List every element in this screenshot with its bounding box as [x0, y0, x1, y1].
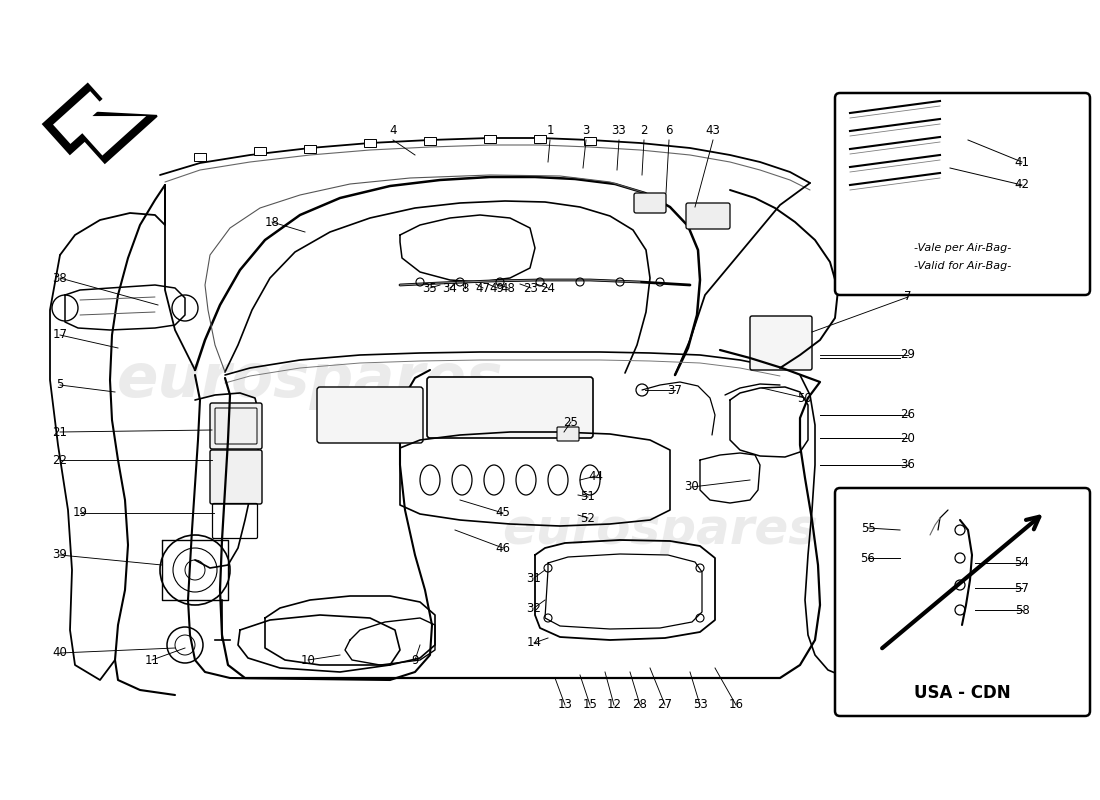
FancyBboxPatch shape — [210, 403, 262, 449]
FancyBboxPatch shape — [210, 450, 262, 504]
Text: 20: 20 — [901, 431, 915, 445]
Text: 18: 18 — [265, 215, 279, 229]
Text: 19: 19 — [73, 506, 88, 519]
Text: 5: 5 — [56, 378, 64, 391]
FancyBboxPatch shape — [317, 387, 424, 443]
Text: 30: 30 — [684, 481, 700, 494]
Text: 8: 8 — [461, 282, 469, 294]
Bar — [364, 139, 376, 147]
Text: 1: 1 — [547, 125, 553, 138]
Text: 49: 49 — [490, 282, 505, 294]
Text: 47: 47 — [475, 282, 491, 294]
Text: 22: 22 — [53, 454, 67, 466]
Text: 11: 11 — [144, 654, 159, 666]
Bar — [424, 137, 436, 145]
Text: 44: 44 — [588, 470, 604, 482]
Text: eurospares: eurospares — [502, 506, 818, 554]
Text: 21: 21 — [53, 426, 67, 438]
Bar — [194, 153, 206, 161]
Text: 55: 55 — [860, 522, 876, 534]
FancyBboxPatch shape — [634, 193, 665, 213]
Text: 56: 56 — [860, 551, 876, 565]
FancyBboxPatch shape — [835, 93, 1090, 295]
Text: 10: 10 — [300, 654, 316, 666]
Text: 38: 38 — [53, 271, 67, 285]
Text: 33: 33 — [612, 125, 626, 138]
Text: 36: 36 — [901, 458, 915, 471]
Text: 58: 58 — [1014, 603, 1030, 617]
Text: 3: 3 — [582, 125, 590, 138]
Text: 16: 16 — [728, 698, 744, 711]
Text: eurospares: eurospares — [117, 350, 504, 410]
Text: 42: 42 — [1014, 178, 1030, 191]
Text: 25: 25 — [563, 415, 579, 429]
Text: 32: 32 — [527, 602, 541, 614]
Text: 31: 31 — [527, 571, 541, 585]
Polygon shape — [53, 91, 146, 155]
Text: 14: 14 — [527, 637, 541, 650]
Text: 13: 13 — [558, 698, 572, 711]
Bar — [584, 137, 596, 145]
Text: 57: 57 — [1014, 582, 1030, 594]
Text: 53: 53 — [693, 698, 707, 711]
Text: -Vale per Air-Bag-: -Vale per Air-Bag- — [914, 243, 1011, 253]
Text: 40: 40 — [53, 646, 67, 659]
Text: 48: 48 — [500, 282, 516, 294]
Text: 6: 6 — [666, 125, 673, 138]
Bar — [534, 135, 546, 143]
FancyBboxPatch shape — [750, 316, 812, 370]
Text: 52: 52 — [581, 511, 595, 525]
FancyBboxPatch shape — [686, 203, 730, 229]
FancyBboxPatch shape — [557, 427, 579, 441]
Bar — [304, 145, 316, 153]
Text: 17: 17 — [53, 329, 67, 342]
Polygon shape — [43, 84, 157, 162]
FancyBboxPatch shape — [427, 377, 593, 438]
Text: 7: 7 — [904, 290, 912, 303]
Text: 2: 2 — [640, 125, 648, 138]
Text: 43: 43 — [705, 125, 720, 138]
Text: 15: 15 — [583, 698, 597, 711]
Text: 34: 34 — [442, 282, 458, 294]
Text: 23: 23 — [524, 282, 538, 294]
Text: 41: 41 — [1014, 155, 1030, 169]
Text: 28: 28 — [632, 698, 648, 711]
Text: 35: 35 — [422, 282, 438, 294]
Text: 24: 24 — [540, 282, 556, 294]
Text: 37: 37 — [668, 383, 682, 397]
Text: 50: 50 — [798, 391, 813, 405]
FancyBboxPatch shape — [835, 488, 1090, 716]
Text: 9: 9 — [411, 654, 419, 666]
Text: 4: 4 — [389, 125, 397, 138]
Text: 26: 26 — [901, 409, 915, 422]
Text: 27: 27 — [658, 698, 672, 711]
Text: 45: 45 — [496, 506, 510, 519]
Bar — [484, 135, 496, 143]
Text: 46: 46 — [495, 542, 510, 554]
Text: 29: 29 — [901, 349, 915, 362]
Text: 54: 54 — [1014, 557, 1030, 570]
Text: 51: 51 — [581, 490, 595, 503]
Text: 39: 39 — [53, 549, 67, 562]
Bar — [254, 147, 266, 155]
Text: -Valid for Air-Bag-: -Valid for Air-Bag- — [914, 261, 1011, 271]
Text: USA - CDN: USA - CDN — [914, 684, 1011, 702]
Text: 12: 12 — [606, 698, 621, 711]
